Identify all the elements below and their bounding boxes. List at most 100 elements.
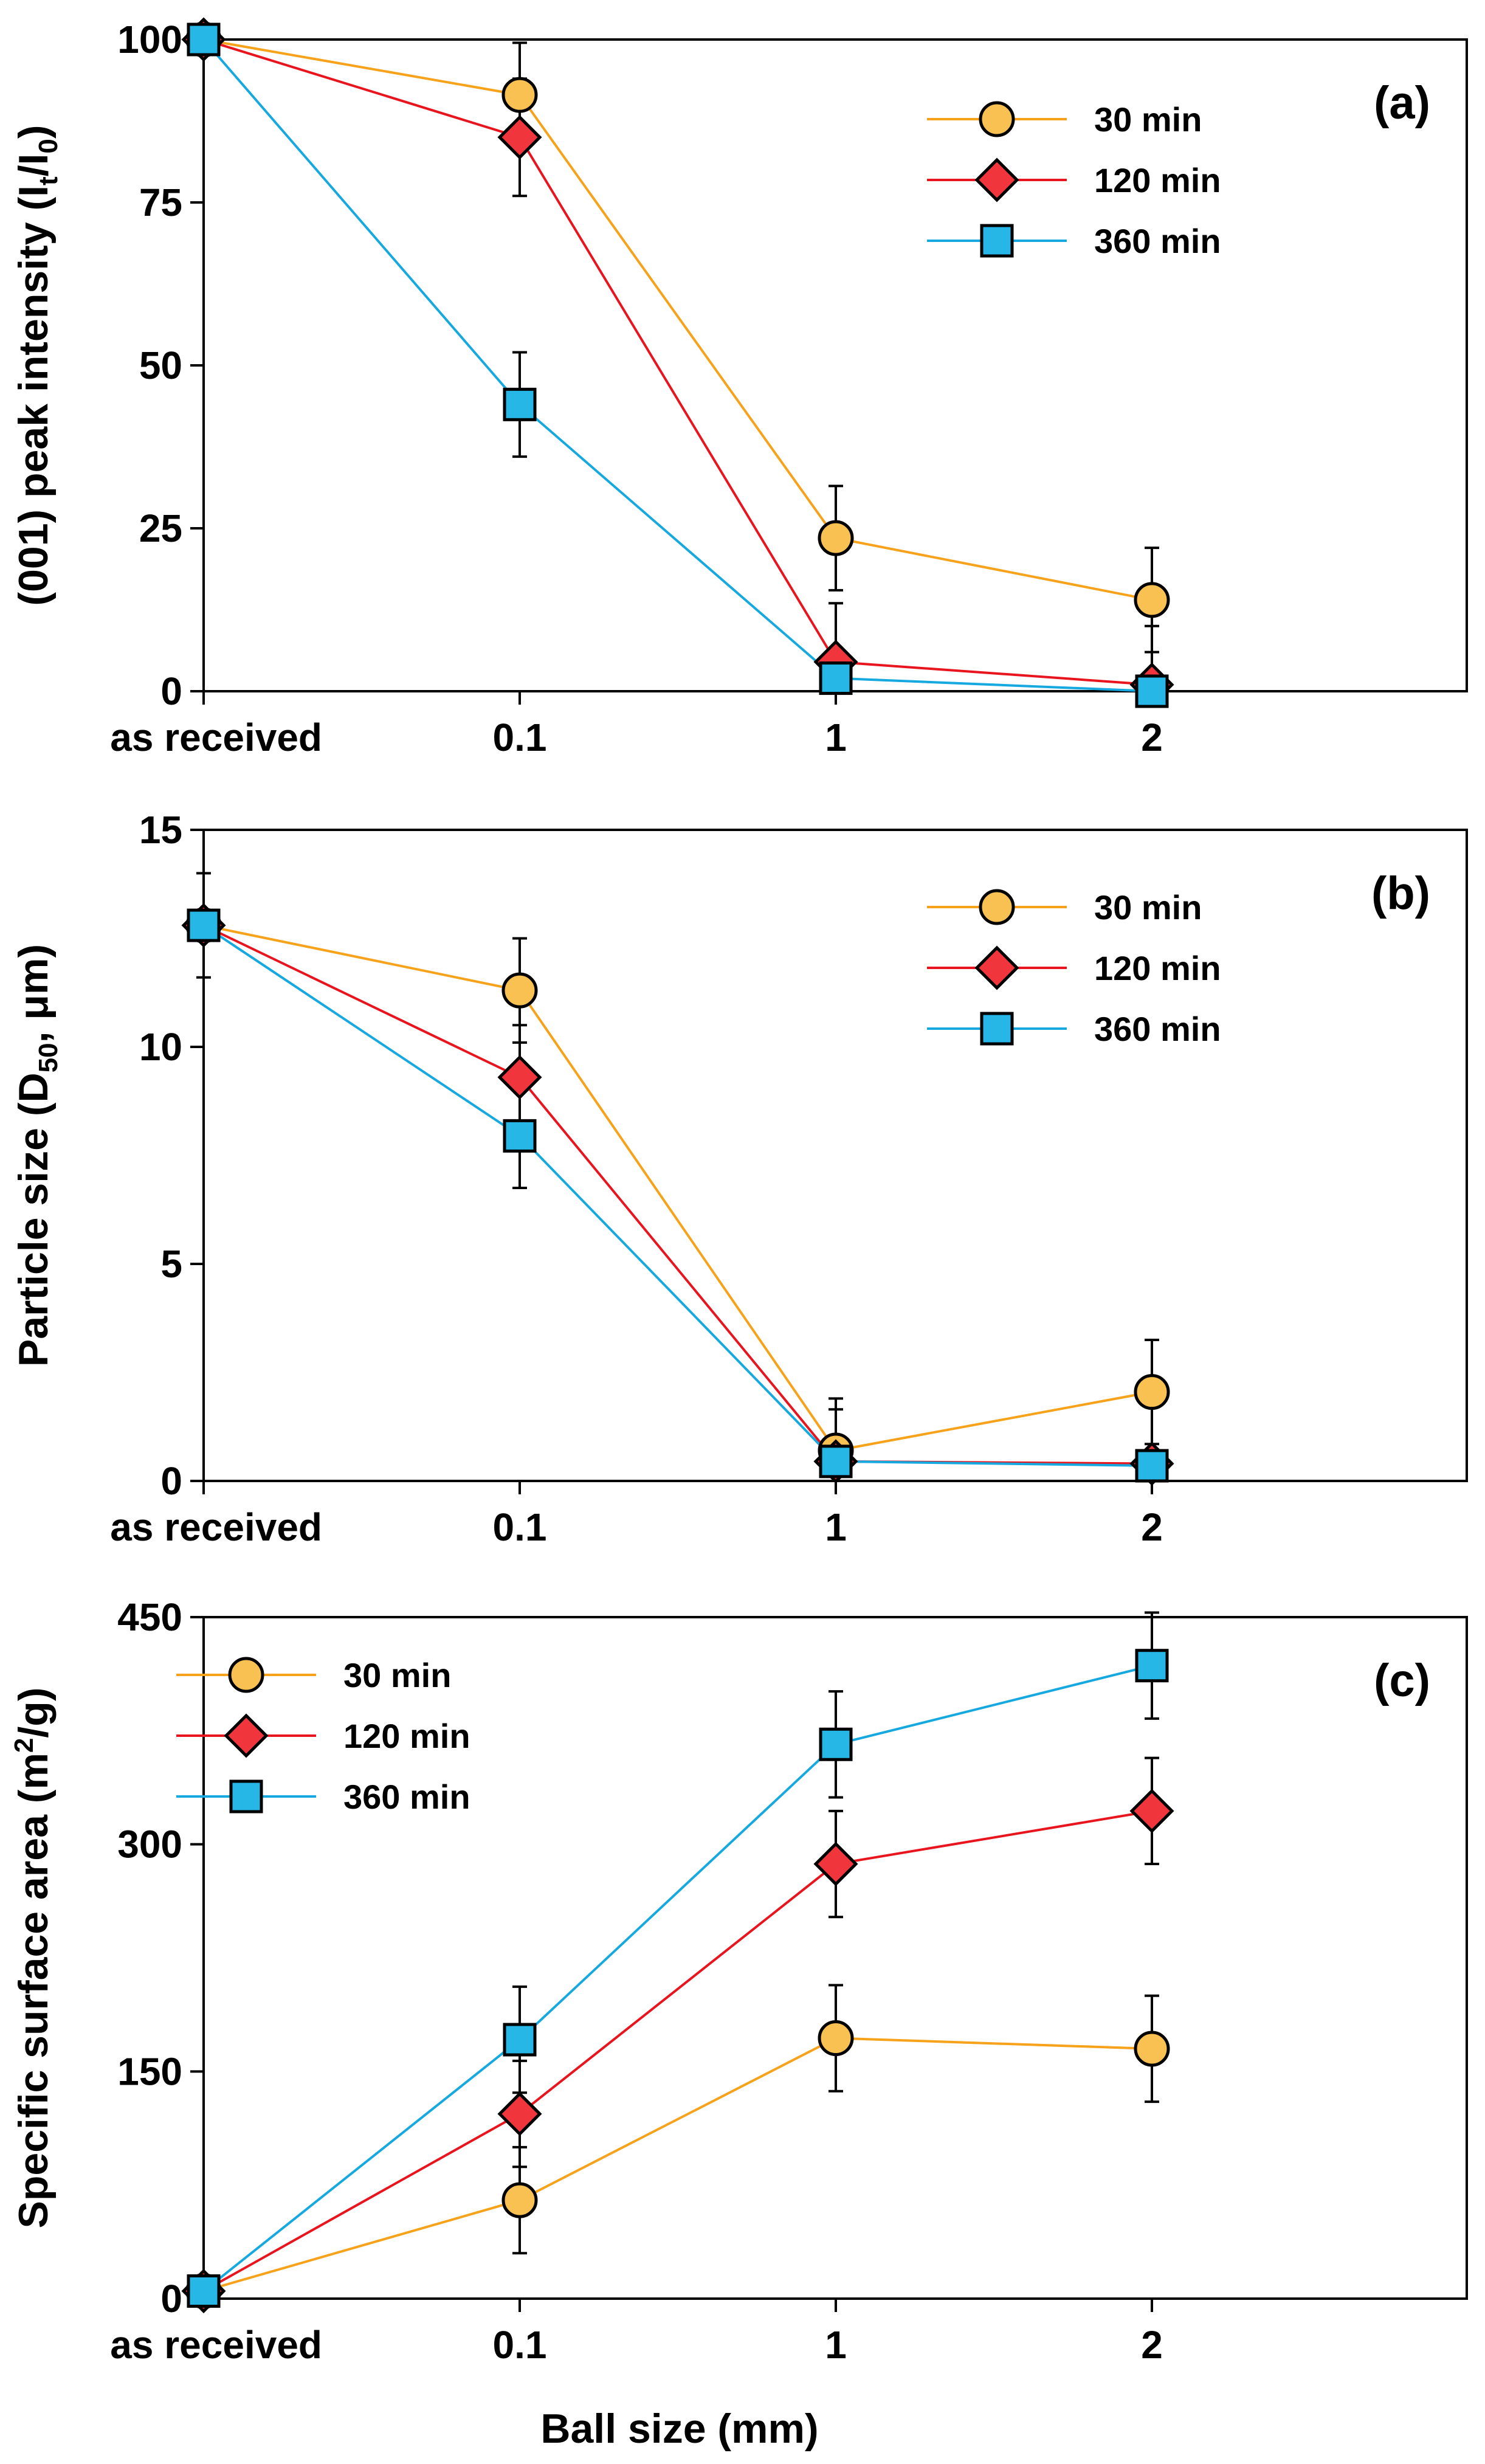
legend-marker <box>974 157 1019 202</box>
data-point <box>819 1444 853 1479</box>
series-360-min <box>202 38 1153 692</box>
series-line <box>203 924 1153 1452</box>
legend-label: 360 min <box>1094 1010 1221 1048</box>
y-tick-label: 150 <box>117 2049 182 2093</box>
x-tick-label: 0.1 <box>493 1505 547 1549</box>
x-tick-label: 0.1 <box>493 2323 547 2367</box>
x-tick-label: 0.1 <box>493 716 547 759</box>
data-point <box>497 2091 542 2136</box>
plot-frame <box>202 38 1468 692</box>
y-tick-label: 50 <box>139 343 182 387</box>
panel-label: (b) <box>1371 868 1430 919</box>
legend-label: 30 min <box>1094 100 1202 139</box>
series-120-min <box>203 1756 1159 2293</box>
series-line <box>203 38 1153 686</box>
y-tick-label: 0 <box>160 2277 182 2321</box>
series-line <box>203 1809 1153 2293</box>
series-line <box>202 38 1153 692</box>
legend-marker <box>228 1657 264 1693</box>
series-30-min <box>203 1984 1159 2293</box>
x-tick-label: 1 <box>825 716 847 759</box>
series-360-min <box>202 924 1153 1468</box>
legend-label: 360 min <box>343 1778 470 1816</box>
panel-2: 0 5 10 15 as received 0.1 1 2 Particle size (D50… <box>10 808 1468 1549</box>
y-tick-label: 25 <box>139 506 182 550</box>
legend-label: 120 min <box>343 1717 470 1755</box>
markers-120-min <box>181 17 1174 707</box>
y-axis-title: Particle size (D50, μm) <box>10 944 63 1367</box>
markers-120-min <box>181 903 1174 1486</box>
x-tick-label: as received <box>110 716 322 759</box>
x-axis-title: Ball size (mm) <box>540 2406 818 2452</box>
data-point <box>813 1841 858 1886</box>
data-point <box>503 387 537 421</box>
data-point <box>1129 1789 1174 1834</box>
data-point <box>501 77 538 113</box>
data-point <box>187 908 221 942</box>
data-point <box>1134 2031 1170 2067</box>
data-point <box>497 115 542 160</box>
series-120-min <box>203 924 1153 1482</box>
legend-label: 360 min <box>1094 222 1221 260</box>
y-tick-label: 15 <box>139 808 182 852</box>
y-tick-label: 75 <box>139 181 182 224</box>
x-tick-label: as received <box>110 2323 322 2367</box>
y-tick-label: 10 <box>139 1025 182 1069</box>
y-tick-label: 0 <box>160 1459 182 1503</box>
x-tick-label: 2 <box>1141 2323 1163 2367</box>
series-360-min <box>202 1611 1159 2293</box>
legend-marker <box>980 224 1014 258</box>
data-point <box>503 1119 537 1153</box>
markers-120-min <box>181 1789 1174 2314</box>
legend-marker <box>229 1779 263 1813</box>
data-point <box>187 22 221 57</box>
panel-1: 0 25 50 75 100 as received 0.1 1 2 (001) peak int… <box>10 17 1468 759</box>
x-tick-label: 2 <box>1141 716 1163 759</box>
legend: 30 min 120 min 360 min <box>176 1656 470 1816</box>
series-30-min <box>203 38 1159 654</box>
series-line <box>203 2037 1153 2293</box>
series-line <box>202 1664 1153 2293</box>
markers-30-min <box>185 2020 1170 2310</box>
x-tick-label: 2 <box>1141 1505 1163 1549</box>
y-tick-label: 450 <box>117 1595 182 1639</box>
markers-360-min <box>187 22 1169 708</box>
legend-marker <box>979 889 1015 925</box>
series-line <box>202 924 1153 1468</box>
data-point <box>818 2020 854 2057</box>
data-point <box>1135 674 1169 708</box>
panel-3: 0 150 300 450 as received 0.1 1 2 Specific surfa… <box>9 1595 1468 2367</box>
legend: 30 min 120 min 360 min <box>927 100 1221 260</box>
legend-marker <box>224 1713 269 1758</box>
data-point <box>1134 582 1170 618</box>
legend-label: 120 min <box>1094 161 1221 199</box>
plot-frame <box>202 829 1468 1482</box>
y-tick-label: 0 <box>160 669 182 713</box>
x-tick-label: 1 <box>825 2323 847 2367</box>
data-point <box>501 972 538 1009</box>
markers-360-min <box>187 1649 1169 2308</box>
y-tick-label: 5 <box>160 1242 182 1286</box>
legend: 30 min 120 min 360 min <box>927 888 1221 1048</box>
data-point <box>819 1727 853 1761</box>
y-tick-label: 300 <box>117 1823 182 1866</box>
legend-marker <box>980 1012 1014 1046</box>
series-line <box>203 924 1153 1465</box>
legend-label: 120 min <box>1094 949 1221 987</box>
legend-label: 30 min <box>343 1656 451 1694</box>
markers-30-min <box>185 21 1170 618</box>
panel-label: (a) <box>1374 77 1430 129</box>
data-point <box>497 1055 542 1100</box>
legend-label: 30 min <box>1094 888 1202 927</box>
legend-marker <box>974 945 1019 990</box>
y-tick-label: 100 <box>117 18 182 61</box>
y-axis-title: Specific surface area (m2/g) <box>9 1688 57 2229</box>
series-line <box>203 38 1153 601</box>
data-point <box>187 2274 221 2308</box>
data-point <box>503 2023 537 2057</box>
markers-30-min <box>185 907 1170 1469</box>
panel-label: (c) <box>1374 1655 1430 1707</box>
legend-marker <box>979 101 1015 137</box>
data-point <box>819 661 853 695</box>
